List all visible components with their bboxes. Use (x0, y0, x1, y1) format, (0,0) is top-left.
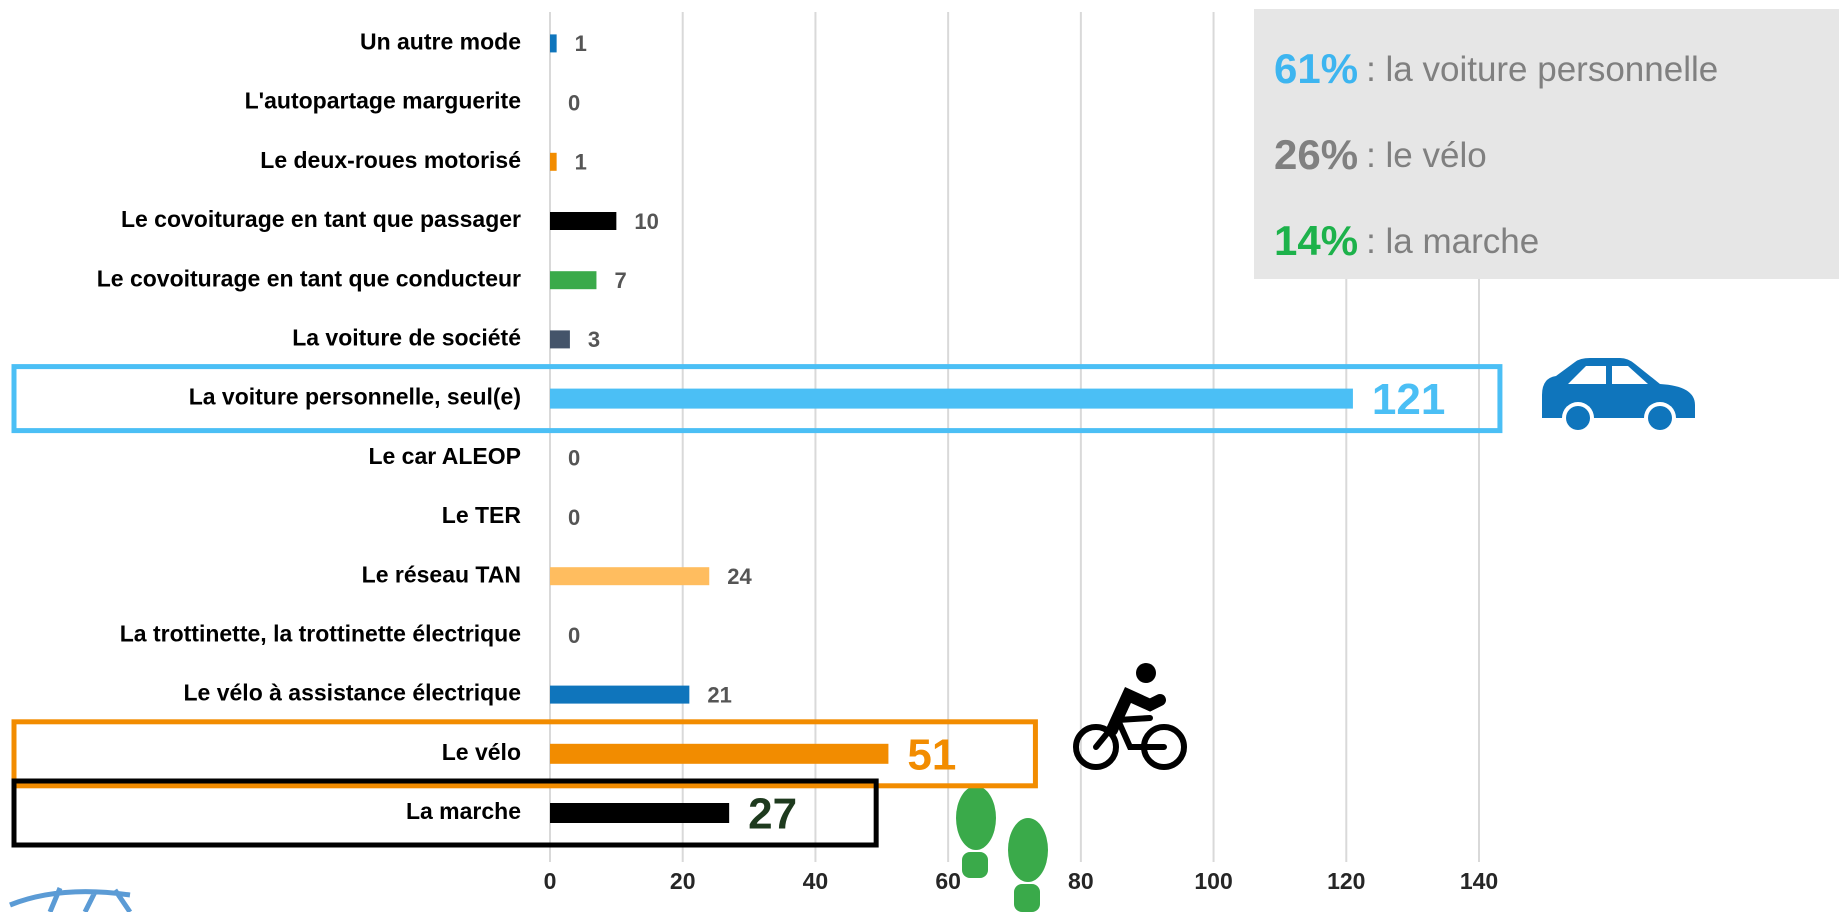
annotation-text: : la voiture personnelle (1366, 50, 1718, 89)
category-label: Le car ALEOP (368, 443, 521, 469)
value-label: 121 (1372, 375, 1445, 424)
value-label: 24 (727, 564, 752, 589)
bar (550, 567, 710, 586)
bar (550, 34, 557, 53)
bar (550, 152, 557, 171)
footsteps-icon (956, 786, 1048, 912)
annotation-emphasis: 61% (1274, 45, 1358, 92)
value-label: 0 (568, 623, 580, 648)
bar (550, 388, 1353, 409)
value-label: 1 (575, 150, 587, 175)
category-label: Le vélo à assistance électrique (183, 680, 521, 706)
annotation-emphasis: 14% (1274, 217, 1358, 264)
value-label: 1 (575, 31, 587, 56)
value-label: 0 (568, 446, 580, 471)
value-label: 7 (614, 268, 626, 293)
x-tick-label: 20 (670, 868, 696, 894)
value-label: 51 (907, 730, 956, 779)
highlight-box (11, 364, 1503, 434)
x-tick-label: 140 (1460, 868, 1498, 894)
bar (550, 685, 690, 704)
category-label: La voiture personnelle, seul(e) (189, 384, 521, 410)
category-label: La voiture de société (292, 324, 521, 350)
category-label: La trottinette, la trottinette électriqu… (120, 620, 521, 646)
bar (550, 271, 597, 290)
annotation: 14%: la marche (1274, 217, 1539, 264)
bar (550, 743, 889, 764)
bar (550, 803, 730, 823)
annotation: 26%: le vélo (1274, 131, 1487, 178)
logo (9, 887, 133, 912)
value-label: 3 (588, 327, 600, 352)
category-label: Le covoiturage en tant que conducteur (97, 265, 521, 291)
value-label: 0 (568, 90, 580, 115)
highlight-box (11, 778, 879, 848)
highlight-box (11, 719, 1038, 789)
annotation-text: : le vélo (1366, 136, 1487, 175)
category-label: Le deux-roues motorisé (260, 147, 521, 173)
car-icon (1542, 358, 1695, 434)
category-label: Le réseau TAN (362, 561, 521, 587)
value-label: 10 (634, 209, 658, 234)
category-label: Le vélo (442, 739, 521, 765)
bar (550, 330, 570, 349)
category-label: Le TER (442, 502, 522, 528)
info-box (1254, 9, 1839, 279)
x-tick-label: 120 (1327, 868, 1365, 894)
x-tick-label: 100 (1194, 868, 1232, 894)
category-label: Un autre mode (360, 28, 521, 54)
annotation-emphasis: 26% (1274, 131, 1358, 178)
annotation-text: : la marche (1366, 222, 1539, 261)
value-label: 21 (707, 682, 731, 707)
category-label: Le covoiturage en tant que passager (121, 206, 521, 232)
value-label: 0 (568, 505, 580, 530)
x-tick-label: 0 (544, 868, 557, 894)
category-label: L'autopartage marguerite (245, 88, 521, 114)
value-label: 27 (748, 790, 797, 839)
x-tick-label: 40 (803, 868, 829, 894)
x-tick-label: 80 (1068, 868, 1094, 894)
bike-icon (1073, 663, 1187, 770)
annotation: 61%: la voiture personnelle (1274, 45, 1718, 92)
bar (550, 212, 617, 230)
x-tick-label: 60 (935, 868, 961, 894)
category-label: La marche (406, 798, 521, 824)
